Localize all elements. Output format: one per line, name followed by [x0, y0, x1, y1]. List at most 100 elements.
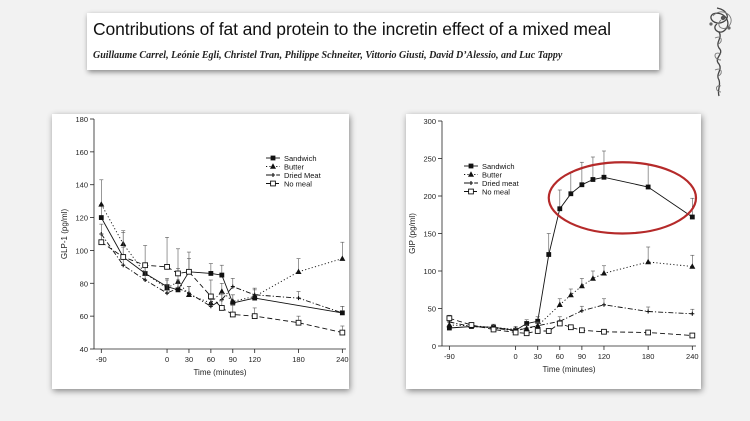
gip-y-tick-label: 100 — [423, 267, 436, 276]
glp1-y-tick-label: 80 — [80, 279, 88, 288]
gip-y-tick-label: 0 — [432, 342, 436, 351]
glp1-point — [98, 201, 105, 207]
glp1-point — [339, 255, 346, 261]
glp1-point — [208, 271, 214, 276]
gip-point — [601, 302, 606, 307]
protein-structure-icon — [709, 7, 732, 97]
gip-y-tick-label: 300 — [423, 117, 436, 126]
gip-y-axis-label: GIP (pg/ml) — [408, 213, 417, 254]
glp1-x-tick-label: 240 — [336, 355, 349, 364]
gip-x-tick-label: 240 — [686, 352, 699, 361]
gip-point — [589, 275, 596, 281]
gip-point — [446, 321, 453, 328]
glp1-point — [121, 263, 126, 268]
glp1-point — [186, 291, 191, 296]
glp1-point — [339, 329, 346, 336]
gip-legend-marker — [469, 181, 473, 185]
gip-point — [689, 263, 696, 269]
gip-point — [546, 252, 552, 257]
gip-point — [523, 330, 530, 337]
gip-x-tick-label: 60 — [556, 352, 564, 361]
glp1-point — [229, 298, 236, 304]
glp1-chart: 40 60 80 100 120 140 160 180 -90 0 30 60 90 120 180 240… — [60, 115, 349, 377]
glp1-x-tick-label: 90 — [229, 355, 237, 364]
gip-point — [446, 315, 453, 322]
glp1-y-tick-label: 180 — [75, 115, 88, 124]
glp1-series-3 — [98, 232, 346, 336]
gip-point — [689, 214, 695, 220]
glp1-legend-label: Sandwich — [284, 154, 317, 163]
glp1-point — [98, 215, 104, 220]
glp1-point — [296, 296, 301, 301]
gip-point — [446, 325, 452, 331]
glp1-y-tick-label: 160 — [75, 148, 88, 157]
gip-chart-panel: 0 50 100 150 200 250 300 -90 0 30 60 90 120 180 240 Tim… — [406, 114, 701, 389]
glp1-series-line — [101, 241, 343, 334]
gip-x-tick-label: 90 — [578, 352, 586, 361]
gip-point — [690, 311, 695, 316]
gip-point — [601, 328, 607, 335]
slide-authors: Guillaume Carrel, Leónie Egli, Christel … — [93, 50, 563, 61]
glp1-point — [165, 291, 170, 296]
gip-legend-label: Butter — [482, 171, 503, 180]
glp1-point — [229, 311, 236, 318]
glp1-point — [230, 284, 235, 289]
glp1-legend-marker — [270, 155, 276, 161]
gip-x-tick-label: 0 — [514, 352, 518, 361]
gip-point — [524, 326, 529, 330]
glp1-point — [98, 239, 105, 246]
gip-y-tick-label: 50 — [428, 305, 436, 314]
gip-point — [579, 327, 585, 334]
slide-title: Contributions of fat and protein to the … — [93, 19, 611, 39]
gip-point — [468, 322, 475, 328]
glp1-x-tick-label: 180 — [292, 355, 305, 364]
glp1-y-tick-label: 140 — [75, 181, 88, 190]
glp1-point — [218, 305, 225, 311]
gip-series-3 — [446, 314, 696, 339]
gip-y-tick-label: 150 — [423, 230, 436, 239]
gip-legend-label: Dried meat — [482, 179, 520, 188]
glp1-series-line — [100, 233, 343, 314]
glp1-x-tick-label: 60 — [207, 355, 215, 364]
glp1-y-tick-label: 100 — [75, 246, 88, 255]
glp1-x-tick-label: 30 — [185, 355, 193, 364]
gip-point — [600, 270, 607, 276]
gip-x-axis-label: Time (minutes) — [542, 365, 595, 374]
glp1-point — [143, 278, 148, 282]
gip-point — [568, 191, 574, 197]
glp1-x-tick-label: 0 — [165, 355, 169, 364]
glp1-legend-marker — [270, 163, 276, 169]
glp1-point — [252, 292, 257, 297]
glp1-point — [219, 272, 225, 278]
gip-legend-marker — [468, 188, 474, 195]
gip-legend-label: No meal — [482, 188, 510, 197]
glp1-chart-panel: 40 60 80 100 120 140 160 180 -90 0 30 60 90 120 180 240… — [52, 114, 349, 389]
glp1-point — [208, 304, 213, 309]
gip-legend-label: Sandwich — [482, 162, 515, 171]
gip-point — [578, 282, 585, 289]
glp1-legend-label: Butter — [284, 163, 305, 172]
gip-chart: 0 50 100 150 200 250 300 -90 0 30 60 90 120 180 240 Tim… — [408, 117, 699, 374]
gip-point — [534, 328, 541, 334]
glp1-y-tick-label: 60 — [80, 312, 88, 321]
gip-point — [556, 320, 563, 327]
glp1-point — [340, 310, 345, 315]
glp1-point — [208, 293, 214, 300]
gip-series-1 — [446, 246, 696, 332]
glp1-x-axis-label: Time (minutes) — [193, 368, 246, 377]
title-card: Contributions of fat and protein to the … — [87, 13, 659, 70]
glp1-series-line — [100, 204, 343, 304]
gip-point — [512, 329, 519, 336]
gip-point — [545, 328, 552, 334]
gip-y-tick-label: 250 — [423, 155, 436, 164]
glp1-legend-label: Dried Meat — [284, 171, 322, 180]
gip-point — [535, 323, 540, 328]
gip-legend-marker — [468, 171, 474, 177]
gip-legend-marker — [468, 163, 474, 169]
glp1-x-tick-label: 120 — [248, 355, 261, 364]
glp1-y-tick-label: 120 — [75, 214, 88, 223]
glp1-legend-label: No meal — [284, 180, 312, 189]
gip-x-tick-label: 120 — [598, 352, 611, 361]
gip-point — [556, 301, 563, 307]
gip-point — [645, 258, 652, 265]
